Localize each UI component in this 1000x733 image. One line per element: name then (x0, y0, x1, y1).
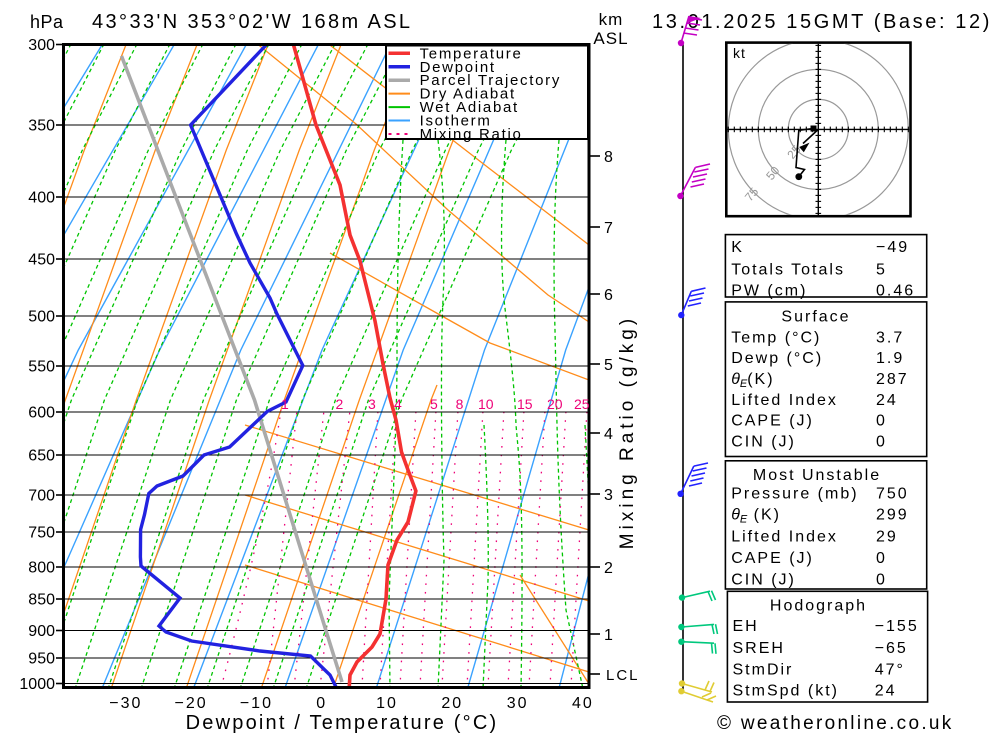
svg-text:LCL: LCL (606, 667, 640, 684)
svg-text:1: 1 (604, 627, 613, 644)
svg-text:750: 750 (876, 485, 909, 502)
svg-text:5: 5 (430, 396, 438, 412)
svg-text:Dry Adiabat: Dry Adiabat (420, 86, 516, 103)
svg-text:13.01.2025 15GMT (Base: 12): 13.01.2025 15GMT (Base: 12) (652, 11, 992, 33)
svg-text:500: 500 (28, 309, 55, 326)
svg-text:5: 5 (876, 262, 887, 279)
svg-text:600: 600 (28, 405, 55, 422)
svg-text:2: 2 (604, 560, 613, 577)
svg-text:−155: −155 (875, 618, 919, 635)
svg-text:Lifted Index: Lifted Index (731, 528, 838, 545)
svg-text:θE (K): θE (K) (731, 507, 781, 526)
svg-text:Dewp (°C): Dewp (°C) (731, 350, 823, 367)
svg-text:kt: kt (733, 45, 746, 61)
svg-text:0: 0 (876, 413, 887, 430)
svg-text:1: 1 (281, 396, 289, 412)
svg-text:© weatheronline.co.uk: © weatheronline.co.uk (717, 713, 954, 733)
svg-text:Hodograph: Hodograph (770, 598, 867, 615)
svg-text:3: 3 (604, 487, 613, 504)
svg-text:CIN (J): CIN (J) (731, 572, 796, 589)
svg-text:Dewpoint / Temperature (°C): Dewpoint / Temperature (°C) (186, 712, 499, 733)
svg-text:Lifted Index: Lifted Index (731, 392, 838, 409)
svg-text:8: 8 (456, 396, 464, 412)
svg-text:K: K (731, 239, 744, 256)
svg-text:CIN (J): CIN (J) (731, 434, 796, 451)
svg-text:−65: −65 (875, 640, 908, 657)
svg-text:0: 0 (876, 572, 887, 589)
svg-text:ASL: ASL (593, 29, 628, 48)
svg-text:Mixing Ratio (g/kg): Mixing Ratio (g/kg) (617, 315, 638, 549)
svg-text:0: 0 (876, 434, 887, 451)
svg-text:2: 2 (336, 396, 344, 412)
svg-text:θE(K): θE(K) (731, 371, 774, 390)
svg-text:StmDir: StmDir (733, 662, 794, 679)
svg-text:10: 10 (478, 396, 494, 412)
svg-text:−20: −20 (175, 695, 208, 712)
svg-text:PW (cm): PW (cm) (731, 282, 807, 299)
svg-text:CAPE (J): CAPE (J) (731, 413, 814, 430)
svg-text:900: 900 (28, 623, 55, 640)
svg-text:5: 5 (604, 357, 613, 374)
svg-text:−10: −10 (240, 695, 273, 712)
svg-text:Temperature: Temperature (420, 45, 523, 62)
svg-text:Wet Adiabat: Wet Adiabat (420, 99, 519, 116)
svg-text:−49: −49 (876, 239, 909, 256)
svg-text:7: 7 (604, 220, 613, 237)
svg-text:1000: 1000 (19, 676, 55, 693)
svg-text:Mixing Ratio: Mixing Ratio (420, 126, 523, 143)
svg-text:300: 300 (28, 37, 55, 54)
svg-text:1.9: 1.9 (876, 350, 904, 367)
svg-text:550: 550 (28, 359, 55, 376)
svg-text:StmSpd (kt): StmSpd (kt) (733, 683, 839, 700)
svg-text:0: 0 (316, 695, 327, 712)
svg-text:3.7: 3.7 (876, 329, 904, 346)
svg-text:EH: EH (733, 618, 759, 635)
svg-text:950: 950 (28, 651, 55, 668)
svg-text:Most Unstable: Most Unstable (753, 467, 881, 484)
svg-text:400: 400 (28, 190, 55, 207)
svg-text:hPa: hPa (30, 12, 64, 32)
svg-text:800: 800 (28, 560, 55, 577)
svg-text:0: 0 (876, 550, 887, 567)
svg-text:350: 350 (28, 118, 55, 135)
svg-text:299: 299 (876, 507, 909, 524)
svg-text:29: 29 (876, 528, 898, 545)
svg-text:20: 20 (547, 396, 563, 412)
svg-text:−30: −30 (109, 695, 142, 712)
svg-text:20: 20 (441, 695, 463, 712)
svg-text:Temp (°C): Temp (°C) (731, 329, 821, 346)
svg-text:Surface: Surface (781, 309, 850, 326)
svg-text:Parcel Trajectory: Parcel Trajectory (420, 72, 561, 89)
svg-text:287: 287 (876, 371, 909, 388)
svg-text:Dewpoint: Dewpoint (420, 59, 496, 76)
svg-text:6: 6 (604, 287, 613, 304)
svg-text:15: 15 (517, 396, 533, 412)
svg-text:650: 650 (28, 448, 55, 465)
svg-text:47°: 47° (875, 662, 905, 679)
svg-text:450: 450 (28, 252, 55, 269)
svg-text:30: 30 (507, 695, 529, 712)
svg-text:850: 850 (28, 592, 55, 609)
svg-text:25: 25 (574, 396, 590, 412)
svg-text:Pressure (mb): Pressure (mb) (731, 485, 858, 502)
svg-text:750: 750 (28, 525, 55, 542)
svg-text:8: 8 (604, 149, 613, 166)
svg-text:43°33'N 353°02'W 168m ASL: 43°33'N 353°02'W 168m ASL (92, 11, 412, 33)
svg-text:4: 4 (604, 426, 613, 443)
svg-text:10: 10 (376, 695, 398, 712)
svg-text:Totals Totals: Totals Totals (731, 262, 845, 279)
svg-text:SREH: SREH (733, 640, 785, 657)
svg-text:km: km (599, 10, 624, 29)
svg-text:0.46: 0.46 (876, 282, 915, 299)
svg-text:Isotherm: Isotherm (420, 113, 492, 130)
svg-text:CAPE (J): CAPE (J) (731, 550, 814, 567)
svg-text:40: 40 (572, 695, 594, 712)
svg-text:700: 700 (28, 488, 55, 505)
svg-text:24: 24 (875, 683, 897, 700)
svg-text:4: 4 (394, 396, 402, 412)
svg-text:24: 24 (876, 392, 898, 409)
svg-text:3: 3 (368, 396, 376, 412)
